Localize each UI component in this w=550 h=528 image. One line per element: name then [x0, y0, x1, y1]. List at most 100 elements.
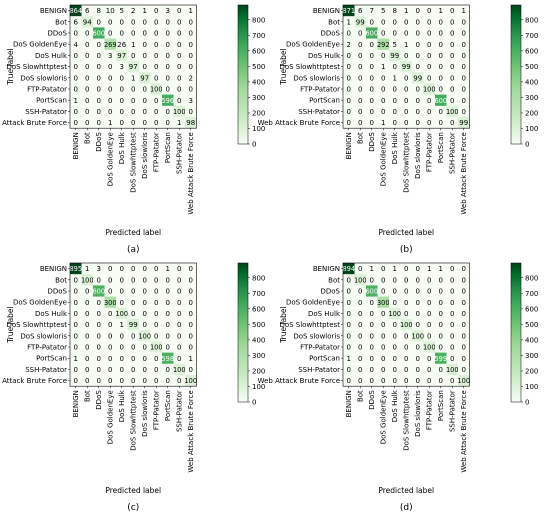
matrix-cell	[343, 61, 355, 73]
cell-value-label: 0	[120, 377, 124, 385]
cell-value-label: 0	[131, 30, 135, 38]
matrix-cell	[377, 5, 390, 17]
cell-value-label: 0	[166, 321, 170, 329]
cell-value-label: 0	[393, 97, 397, 105]
colorbar-tick-label: 500	[252, 321, 265, 329]
cell-value-label: 8	[97, 7, 101, 15]
matrix-cell	[70, 330, 82, 342]
cell-value-label: 0	[131, 265, 135, 273]
matrix-cell	[458, 375, 470, 387]
cell-value-label: 1	[74, 97, 78, 105]
cell-value-label: 0	[189, 310, 193, 318]
cell-value-label: 0	[85, 332, 89, 340]
cell-value-label: 0	[189, 41, 193, 49]
matrix-cell	[104, 94, 117, 106]
cell-value-label: 0	[450, 52, 454, 60]
matrix-cell	[400, 363, 413, 376]
y-tick-label: SSH-Patator	[298, 108, 340, 116]
cell-value-label: 0	[177, 310, 181, 318]
y-axis-title: True label	[279, 306, 288, 343]
cell-value-label: 0	[189, 276, 193, 284]
matrix-cell	[354, 307, 367, 320]
matrix-cell	[412, 16, 424, 28]
cell-value-label: 1	[370, 265, 374, 273]
matrix-cell	[423, 61, 436, 73]
matrix-cell	[93, 117, 105, 129]
cell-value-label: 0	[120, 299, 124, 307]
cell-value-label: 0	[370, 344, 374, 352]
y-tick-label: Web Attack Brute Force	[0, 377, 67, 385]
matrix-cell	[354, 83, 367, 95]
matrix-cell	[343, 117, 355, 129]
matrix-cell	[185, 319, 197, 331]
cell-value-label: 1	[143, 7, 147, 15]
matrix-cell	[354, 94, 367, 106]
matrix-cell	[104, 375, 117, 387]
cell-value-label: 0	[404, 332, 408, 340]
matrix-cell	[435, 375, 447, 387]
cell-value-label: 0	[177, 344, 181, 352]
cell-value-label: 0	[74, 366, 78, 374]
cell-value-label: 100	[446, 108, 459, 116]
cell-value-label: 0	[108, 366, 112, 374]
matrix-cell	[127, 285, 140, 297]
cell-value-label: 0	[97, 108, 101, 116]
matrix-cell	[412, 94, 424, 106]
matrix-cell	[343, 296, 355, 308]
cell-value-label: 0	[381, 52, 385, 60]
cell-value-label: 0	[154, 41, 158, 49]
matrix-cell	[116, 341, 128, 353]
y-axis-title: True label	[6, 48, 15, 85]
cell-value-label: 1	[393, 74, 397, 82]
matrix-cell	[81, 375, 94, 387]
cell-value-label: 0	[416, 52, 420, 60]
cell-value-label: 0	[177, 7, 181, 15]
cell-value-label: 0	[154, 332, 158, 340]
cell-value-label: 0	[393, 377, 397, 385]
y-tick-label: DoS slowloris	[293, 332, 340, 340]
matrix-cell	[423, 274, 436, 286]
matrix-cell	[93, 38, 105, 50]
cell-value-label: 0	[177, 41, 181, 49]
cell-value-label: 0	[154, 288, 158, 296]
cell-value-label: 864	[69, 7, 82, 15]
y-tick-label: BENIGN	[40, 7, 67, 15]
cell-value-label: 0	[416, 299, 420, 307]
cell-value-label: 99	[459, 119, 468, 127]
colorbar-tick-label: 500	[525, 321, 538, 329]
colorbar-tick-label: 200	[252, 109, 265, 117]
matrix-cell	[343, 49, 355, 62]
x-tick-label: SSH-Patator	[449, 390, 457, 432]
cell-value-label: 0	[358, 265, 362, 273]
cell-value-label: 0	[131, 377, 135, 385]
matrix-cell	[150, 274, 163, 286]
matrix-cell	[185, 49, 197, 62]
cell-value-label: 0	[427, 119, 431, 127]
colorbar-tick-label: 200	[525, 109, 538, 117]
cell-value-label: 0	[427, 377, 431, 385]
cell-value-label: 0	[166, 332, 170, 340]
matrix-cell	[458, 27, 470, 39]
y-axis-title: True label	[6, 306, 15, 343]
matrix-cell	[400, 307, 413, 320]
cell-value-label: 0	[393, 321, 397, 329]
x-tick-label: PortScan	[164, 390, 172, 421]
matrix-cell	[389, 61, 401, 73]
cell-value-label: 0	[381, 366, 385, 374]
cell-value-label: 0	[439, 74, 443, 82]
matrix-cell	[389, 263, 401, 275]
matrix-cell	[116, 375, 128, 387]
matrix-cell	[93, 307, 105, 320]
cell-value-label: 0	[189, 108, 193, 116]
matrix-cell	[173, 285, 186, 297]
colorbar-tick-label: 400	[525, 336, 538, 344]
cell-value-label: 0	[439, 119, 443, 127]
matrix-cell	[81, 285, 94, 297]
matrix-cell	[127, 341, 140, 353]
cell-value-label: 600	[365, 30, 378, 38]
confusion-matrix-panel: 895 1 3 0 0 0 0 0 1 0 00 100 0 0 0 0 0 0 0 0 00 0 600 0 0 0 0 0 0 0 00…	[0, 262, 265, 513]
matrix-cell	[458, 105, 470, 118]
matrix-cell	[104, 61, 117, 73]
matrix-cell	[446, 263, 459, 275]
matrix-cell	[354, 72, 367, 84]
